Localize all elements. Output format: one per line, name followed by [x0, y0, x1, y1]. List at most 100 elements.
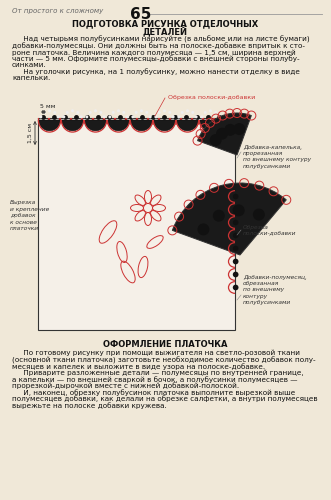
Circle shape	[233, 246, 239, 252]
Circle shape	[233, 232, 239, 238]
Text: роне платочка. Величина каждого полумесяца — 1,5 см, ширина верхней: роне платочка. Величина каждого полумеся…	[12, 49, 296, 56]
Text: прорезкой-дырочкой вместе с нижней добавкой-полоской.: прорезкой-дырочкой вместе с нижней добав…	[12, 382, 239, 390]
Circle shape	[233, 258, 239, 264]
Circle shape	[233, 206, 239, 212]
Circle shape	[191, 111, 194, 114]
Circle shape	[173, 115, 178, 120]
Circle shape	[154, 116, 157, 118]
Wedge shape	[85, 120, 106, 131]
Text: Обрезка полоски-добавки: Обрезка полоски-добавки	[168, 95, 255, 100]
Circle shape	[112, 111, 115, 114]
Text: От простого к сложному: От простого к сложному	[12, 8, 103, 14]
Circle shape	[41, 115, 46, 120]
Circle shape	[163, 110, 166, 112]
Circle shape	[62, 116, 65, 118]
Circle shape	[96, 115, 101, 120]
Circle shape	[117, 110, 120, 112]
Circle shape	[66, 111, 69, 114]
Text: ПОДГОТОВКА РИСУНКА ОТДЕЛОЧНЫХ: ПОДГОТОВКА РИСУНКА ОТДЕЛОЧНЫХ	[72, 19, 258, 28]
Circle shape	[145, 111, 148, 114]
Circle shape	[99, 111, 102, 114]
Circle shape	[52, 115, 57, 120]
Text: Добавки-полумесяц,
обрезанная
по внешнему
контуру
полубусинками: Добавки-полумесяц, обрезанная по внешнем…	[243, 275, 307, 305]
Text: полумесяцев добавки, как делали на обрезке салфетки, а внутри полумесяцев: полумесяцев добавки, как делали на обрез…	[12, 396, 318, 402]
Text: капельки.: капельки.	[12, 75, 50, 81]
Circle shape	[48, 110, 51, 112]
Circle shape	[233, 194, 239, 200]
Circle shape	[216, 128, 228, 140]
Wedge shape	[200, 120, 221, 131]
Circle shape	[253, 208, 265, 220]
Circle shape	[195, 116, 198, 118]
Circle shape	[209, 110, 212, 112]
Circle shape	[126, 116, 129, 118]
Wedge shape	[62, 120, 83, 131]
FancyBboxPatch shape	[38, 118, 235, 330]
Circle shape	[184, 115, 189, 120]
Circle shape	[162, 115, 167, 120]
Circle shape	[39, 116, 42, 118]
Text: Приварите разложенные детали — полумесяцы по внутренней границе,: Приварите разложенные детали — полумесяц…	[12, 370, 304, 376]
Circle shape	[233, 284, 239, 290]
Circle shape	[108, 116, 111, 118]
Text: Над четырьмя полубусинками нарисуйте (в альбоме или на листе бумаги): Над четырьмя полубусинками нарисуйте (в …	[12, 36, 309, 44]
Text: 65: 65	[130, 7, 151, 22]
Circle shape	[135, 111, 138, 114]
Circle shape	[140, 115, 145, 120]
Circle shape	[107, 115, 112, 120]
Circle shape	[129, 115, 134, 120]
Circle shape	[195, 115, 200, 120]
Circle shape	[177, 116, 180, 118]
Circle shape	[172, 116, 175, 118]
Text: а капельки — по внешней сваркой в бочок, а полубусинки полумесяцев —: а капельки — по внешней сваркой в бочок,…	[12, 376, 298, 383]
Circle shape	[89, 111, 92, 114]
Text: вырежьте на полоске добавки кружева.: вырежьте на полоске добавки кружева.	[12, 402, 167, 409]
Circle shape	[158, 111, 161, 114]
Wedge shape	[154, 120, 175, 131]
Circle shape	[168, 111, 171, 114]
Circle shape	[224, 124, 236, 136]
Wedge shape	[39, 120, 60, 131]
Text: ОФОРМЛЕНИЕ ПЛАТОЧКА: ОФОРМЛЕНИЕ ПЛАТОЧКА	[103, 340, 227, 349]
Circle shape	[151, 115, 156, 120]
Text: Добавка-капелька,
прорезанная
по внешнему контуру
полубусинками: Добавка-капелька, прорезанная по внешнем…	[243, 145, 311, 169]
Text: Обрезка
полоски-добавки: Обрезка полоски-добавки	[243, 225, 297, 236]
Text: 1,5 см: 1,5 см	[28, 123, 33, 143]
Wedge shape	[198, 113, 251, 155]
Circle shape	[233, 204, 245, 216]
Circle shape	[181, 111, 184, 114]
Circle shape	[204, 111, 207, 114]
Circle shape	[214, 111, 217, 114]
Circle shape	[57, 116, 60, 118]
Circle shape	[76, 111, 79, 114]
Circle shape	[206, 115, 211, 120]
Circle shape	[197, 224, 210, 235]
Text: На уголочки рисунка, на 1 полубусинку, можно нанести отделку в виде: На уголочки рисунка, на 1 полубусинку, м…	[12, 68, 300, 75]
Circle shape	[233, 123, 245, 135]
Circle shape	[63, 115, 68, 120]
Text: месяцев и капелек и выложите в виде узора на полоске-добавке.: месяцев и капелек и выложите в виде узор…	[12, 363, 265, 370]
Text: синками.: синками.	[12, 62, 47, 68]
Wedge shape	[172, 183, 286, 255]
Circle shape	[213, 210, 225, 222]
Circle shape	[200, 116, 203, 118]
Circle shape	[218, 116, 221, 118]
Text: (основной ткани платочка) заготовьте необходимое количество добавок полу-: (основной ткани платочка) заготовьте нео…	[12, 356, 316, 364]
Circle shape	[80, 116, 83, 118]
Text: Вырезка
и крепление
добавок
к основе
платочки: Вырезка и крепление добавок к основе пла…	[10, 200, 49, 232]
Text: По готовому рисунку при помощи выжигателя на светло-розовой ткани: По готовому рисунку при помощи выжигател…	[12, 350, 300, 356]
Circle shape	[233, 272, 239, 278]
Text: части — 5 мм. Оформите полумесяцы-добавки с внешней стороны полубу-: части — 5 мм. Оформите полумесяцы-добавк…	[12, 56, 300, 62]
Circle shape	[131, 116, 134, 118]
Text: 5 мм: 5 мм	[40, 104, 55, 109]
Circle shape	[186, 110, 189, 112]
Circle shape	[85, 116, 88, 118]
Circle shape	[118, 115, 123, 120]
Wedge shape	[108, 120, 129, 131]
Circle shape	[85, 115, 90, 120]
Circle shape	[53, 111, 56, 114]
Circle shape	[210, 134, 222, 146]
Circle shape	[149, 116, 152, 118]
Wedge shape	[131, 120, 152, 131]
Circle shape	[233, 220, 239, 226]
